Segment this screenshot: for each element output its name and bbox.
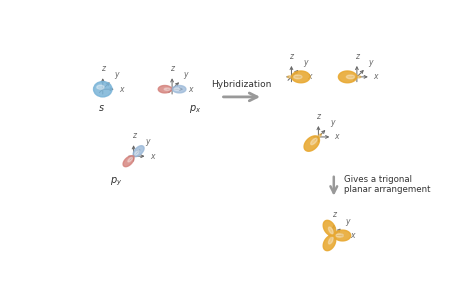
Polygon shape bbox=[357, 76, 361, 78]
Polygon shape bbox=[310, 138, 317, 145]
Text: x: x bbox=[373, 72, 378, 81]
Text: Gives a trigonal
planar arrangement: Gives a trigonal planar arrangement bbox=[344, 175, 430, 194]
Text: y: y bbox=[114, 70, 118, 80]
Text: x: x bbox=[335, 132, 339, 142]
Polygon shape bbox=[174, 88, 180, 90]
Polygon shape bbox=[164, 88, 171, 90]
Polygon shape bbox=[323, 235, 336, 251]
Text: Hybridization: Hybridization bbox=[211, 80, 272, 89]
Polygon shape bbox=[128, 157, 133, 162]
Text: y: y bbox=[368, 58, 373, 67]
Polygon shape bbox=[330, 235, 334, 236]
Text: y: y bbox=[183, 70, 188, 80]
Text: $p_x$: $p_x$ bbox=[189, 103, 201, 115]
Polygon shape bbox=[172, 85, 186, 93]
Text: z: z bbox=[170, 64, 174, 73]
Polygon shape bbox=[338, 71, 357, 83]
Polygon shape bbox=[357, 76, 359, 77]
Text: z: z bbox=[332, 210, 336, 219]
Ellipse shape bbox=[97, 85, 104, 89]
Polygon shape bbox=[332, 235, 333, 236]
Text: y: y bbox=[303, 58, 307, 67]
Polygon shape bbox=[319, 135, 320, 137]
Polygon shape bbox=[304, 136, 319, 151]
Polygon shape bbox=[334, 235, 336, 239]
Polygon shape bbox=[334, 236, 335, 237]
Polygon shape bbox=[289, 76, 291, 77]
Polygon shape bbox=[334, 230, 351, 241]
Polygon shape bbox=[334, 232, 336, 235]
Polygon shape bbox=[288, 76, 292, 78]
Text: x: x bbox=[119, 85, 123, 94]
Text: $p_y$: $p_y$ bbox=[110, 176, 123, 188]
Polygon shape bbox=[336, 234, 344, 237]
Text: x: x bbox=[188, 85, 193, 94]
Text: s: s bbox=[99, 103, 104, 113]
Text: z: z bbox=[290, 52, 293, 61]
Polygon shape bbox=[346, 75, 355, 79]
Polygon shape bbox=[323, 220, 336, 236]
Polygon shape bbox=[318, 134, 321, 137]
Polygon shape bbox=[334, 234, 335, 235]
Polygon shape bbox=[123, 156, 134, 167]
Polygon shape bbox=[133, 146, 144, 157]
Text: z: z bbox=[355, 52, 359, 61]
Polygon shape bbox=[328, 227, 333, 234]
Text: z: z bbox=[132, 131, 136, 140]
Text: x: x bbox=[150, 152, 154, 161]
Polygon shape bbox=[328, 237, 333, 244]
Polygon shape bbox=[158, 85, 172, 93]
Text: x: x bbox=[350, 231, 355, 240]
Text: z: z bbox=[316, 112, 320, 121]
Polygon shape bbox=[135, 150, 139, 155]
Text: y: y bbox=[145, 138, 149, 146]
Ellipse shape bbox=[93, 81, 112, 97]
Text: x: x bbox=[308, 72, 312, 81]
Polygon shape bbox=[294, 75, 302, 79]
Text: z: z bbox=[101, 64, 105, 73]
Text: y: y bbox=[345, 217, 350, 226]
Text: y: y bbox=[330, 118, 334, 127]
Polygon shape bbox=[292, 71, 310, 83]
